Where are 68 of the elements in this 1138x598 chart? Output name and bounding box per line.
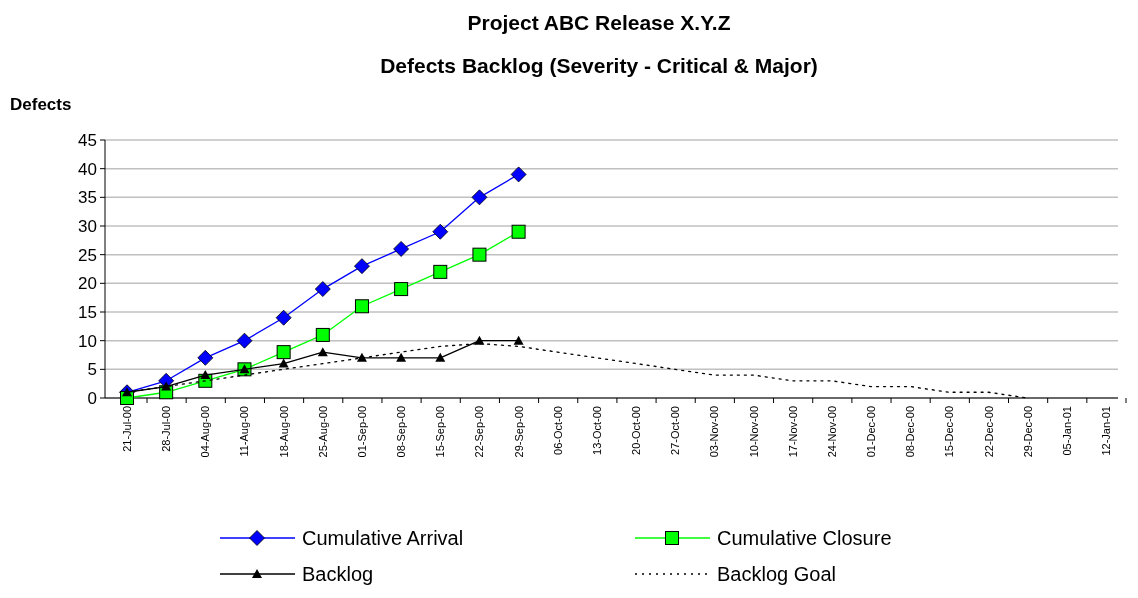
point (314, 281, 331, 297)
point (161, 381, 172, 391)
y-tick-label: 5 (87, 360, 97, 380)
x-tick-label: 08-Dec-00 (904, 406, 917, 458)
point (433, 264, 448, 279)
legend-label: Cumulative Arrival (302, 527, 464, 549)
x-tick-label: 04-Aug-00 (199, 406, 212, 458)
x-tick-label: 15-Dec-00 (943, 406, 956, 458)
point (354, 258, 370, 275)
point (474, 335, 485, 345)
x-tick-label: 29-Sep-00 (512, 406, 525, 458)
point (393, 241, 410, 257)
y-tick-label: 10 (78, 331, 97, 351)
legend-label: Backlog (302, 563, 374, 585)
point (354, 299, 369, 314)
x-tick-label: 08-Sep-00 (395, 406, 408, 458)
x-tick-label: 22-Sep-00 (473, 406, 486, 458)
x-tick-label: 05-Jan-01 (1060, 406, 1073, 456)
point (513, 335, 524, 345)
y-tick-label: 30 (78, 216, 97, 236)
y-tick-label: 0 (87, 388, 97, 408)
x-tick-label: 15-Sep-00 (434, 406, 447, 458)
point (432, 223, 449, 240)
point (435, 352, 446, 362)
point (394, 282, 409, 297)
chart-title: Project ABC Release X.Y.Z (467, 11, 731, 34)
point (197, 349, 214, 366)
x-tick-label: 03-Nov-00 (708, 406, 721, 458)
point (511, 224, 526, 239)
x-tick-label: 10-Nov-00 (747, 406, 760, 458)
y-tick-label: 40 (78, 159, 97, 179)
point (472, 247, 487, 262)
x-tick-label: 28-Jul-00 (160, 406, 173, 452)
x-tick-label: 25-Aug-00 (316, 406, 329, 458)
x-tick-label: 29-Dec-00 (1021, 406, 1034, 458)
y-tick-label: 15 (78, 302, 97, 322)
legend-label: Backlog Goal (717, 563, 836, 585)
x-tick-label: 01-Dec-00 (865, 406, 878, 458)
point (278, 358, 289, 368)
point (396, 352, 407, 362)
point (315, 327, 330, 342)
y-tick-label: 25 (78, 245, 97, 265)
point (510, 166, 527, 183)
x-tick-label: 01-Sep-00 (355, 406, 368, 458)
x-tick-label: 17-Nov-00 (786, 406, 799, 458)
x-tick-label: 20-Oct-00 (630, 406, 643, 455)
point (276, 345, 291, 360)
x-tick-label: 18-Aug-00 (277, 406, 290, 458)
y-tick-label: 20 (78, 274, 97, 294)
x-tick-label: 21-Jul-00 (121, 406, 133, 452)
legend-label: Cumulative Closure (717, 527, 892, 549)
x-tick-label: 27-Oct-00 (669, 406, 682, 455)
x-tick-label: 13-Oct-00 (590, 406, 603, 455)
point (200, 370, 211, 380)
chart-subtitle: Defects Backlog (Severity - Critical & Major) (380, 54, 818, 77)
point (317, 347, 328, 357)
x-tick-label: 06-Oct-00 (551, 406, 564, 455)
y-tick-label: 45 (78, 130, 97, 150)
point (471, 189, 488, 206)
x-tick-label: 11-Aug-00 (238, 406, 251, 457)
point (356, 352, 367, 362)
x-tick-label: 12-Jan-01 (1100, 406, 1112, 456)
point (275, 309, 292, 326)
y-tick-label: 35 (78, 188, 97, 208)
x-tick-label: 22-Dec-00 (982, 406, 995, 458)
point (236, 332, 253, 349)
y-axis-title: Defects (10, 95, 72, 114)
x-tick-label: 24-Nov-00 (825, 406, 838, 458)
